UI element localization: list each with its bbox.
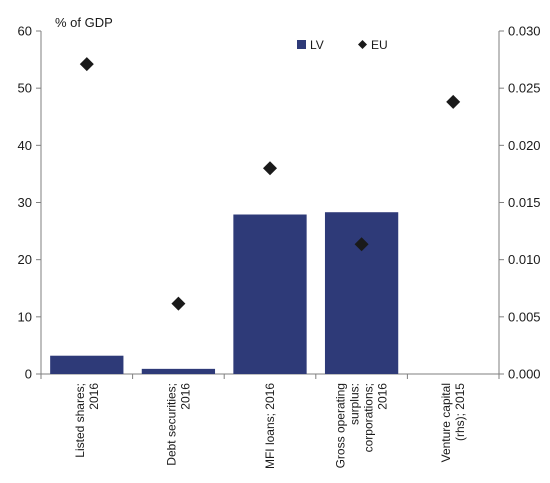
right-tick-label: 0.025: [508, 81, 541, 96]
bar-lv: [141, 368, 216, 374]
category-label: Gross operating: [334, 383, 348, 468]
category-label: 2016: [376, 383, 390, 410]
right-tick-label: 0.000: [508, 367, 541, 382]
left-y-ticks: 0 10 20 30 40 50 60: [18, 24, 41, 382]
eu-marker: [171, 296, 186, 311]
category-label: Listed shares;: [73, 383, 87, 458]
category-label: corporations;: [362, 383, 376, 452]
category-label: (rhs); 2015: [453, 383, 467, 441]
legend: LV EU: [297, 38, 388, 52]
category-label: 2016: [87, 383, 101, 410]
category-labels: Listed shares; 2016 Debt securities; 2016 MF…: [73, 383, 467, 469]
left-axis-unit-label: % of GDP: [55, 15, 113, 30]
legend-label-eu: EU: [371, 38, 388, 52]
left-tick-label: 10: [18, 309, 32, 324]
left-tick-label: 40: [18, 138, 32, 153]
eu-marker: [263, 161, 277, 176]
left-tick-label: 0: [25, 367, 32, 382]
x-ticks: [40, 374, 500, 379]
right-y-ticks: 0.000 0.005 0.010 0.015 0.020 0.025 0.030: [499, 24, 541, 382]
eu-markers: [79, 57, 461, 311]
left-tick-label: 20: [18, 252, 32, 267]
category-label: 2016: [178, 383, 192, 410]
left-tick-label: 30: [18, 195, 32, 210]
right-tick-label: 0.015: [508, 195, 541, 210]
eu-marker: [354, 237, 369, 252]
right-tick-label: 0.010: [508, 252, 541, 267]
right-tick-label: 0.030: [508, 24, 541, 39]
eu-marker: [446, 94, 461, 109]
category-label: Debt securities;: [164, 383, 178, 466]
bar-lv: [324, 212, 399, 374]
legend-swatch-lv: [297, 40, 306, 49]
eu-marker: [79, 57, 94, 72]
right-tick-label: 0.005: [508, 309, 541, 324]
bar-lv: [233, 214, 307, 374]
lv-bars: [50, 212, 399, 374]
bar-lv: [50, 355, 124, 374]
legend-swatch-eu: [358, 40, 367, 49]
left-tick-label: 50: [18, 81, 32, 96]
category-label: Venture capital: [439, 383, 453, 462]
right-tick-label: 0.020: [508, 138, 541, 153]
left-tick-label: 60: [18, 24, 32, 39]
legend-label-lv: LV: [310, 38, 324, 52]
category-label: MFI loans; 2016: [263, 383, 277, 469]
category-label: surplus:: [348, 383, 362, 425]
